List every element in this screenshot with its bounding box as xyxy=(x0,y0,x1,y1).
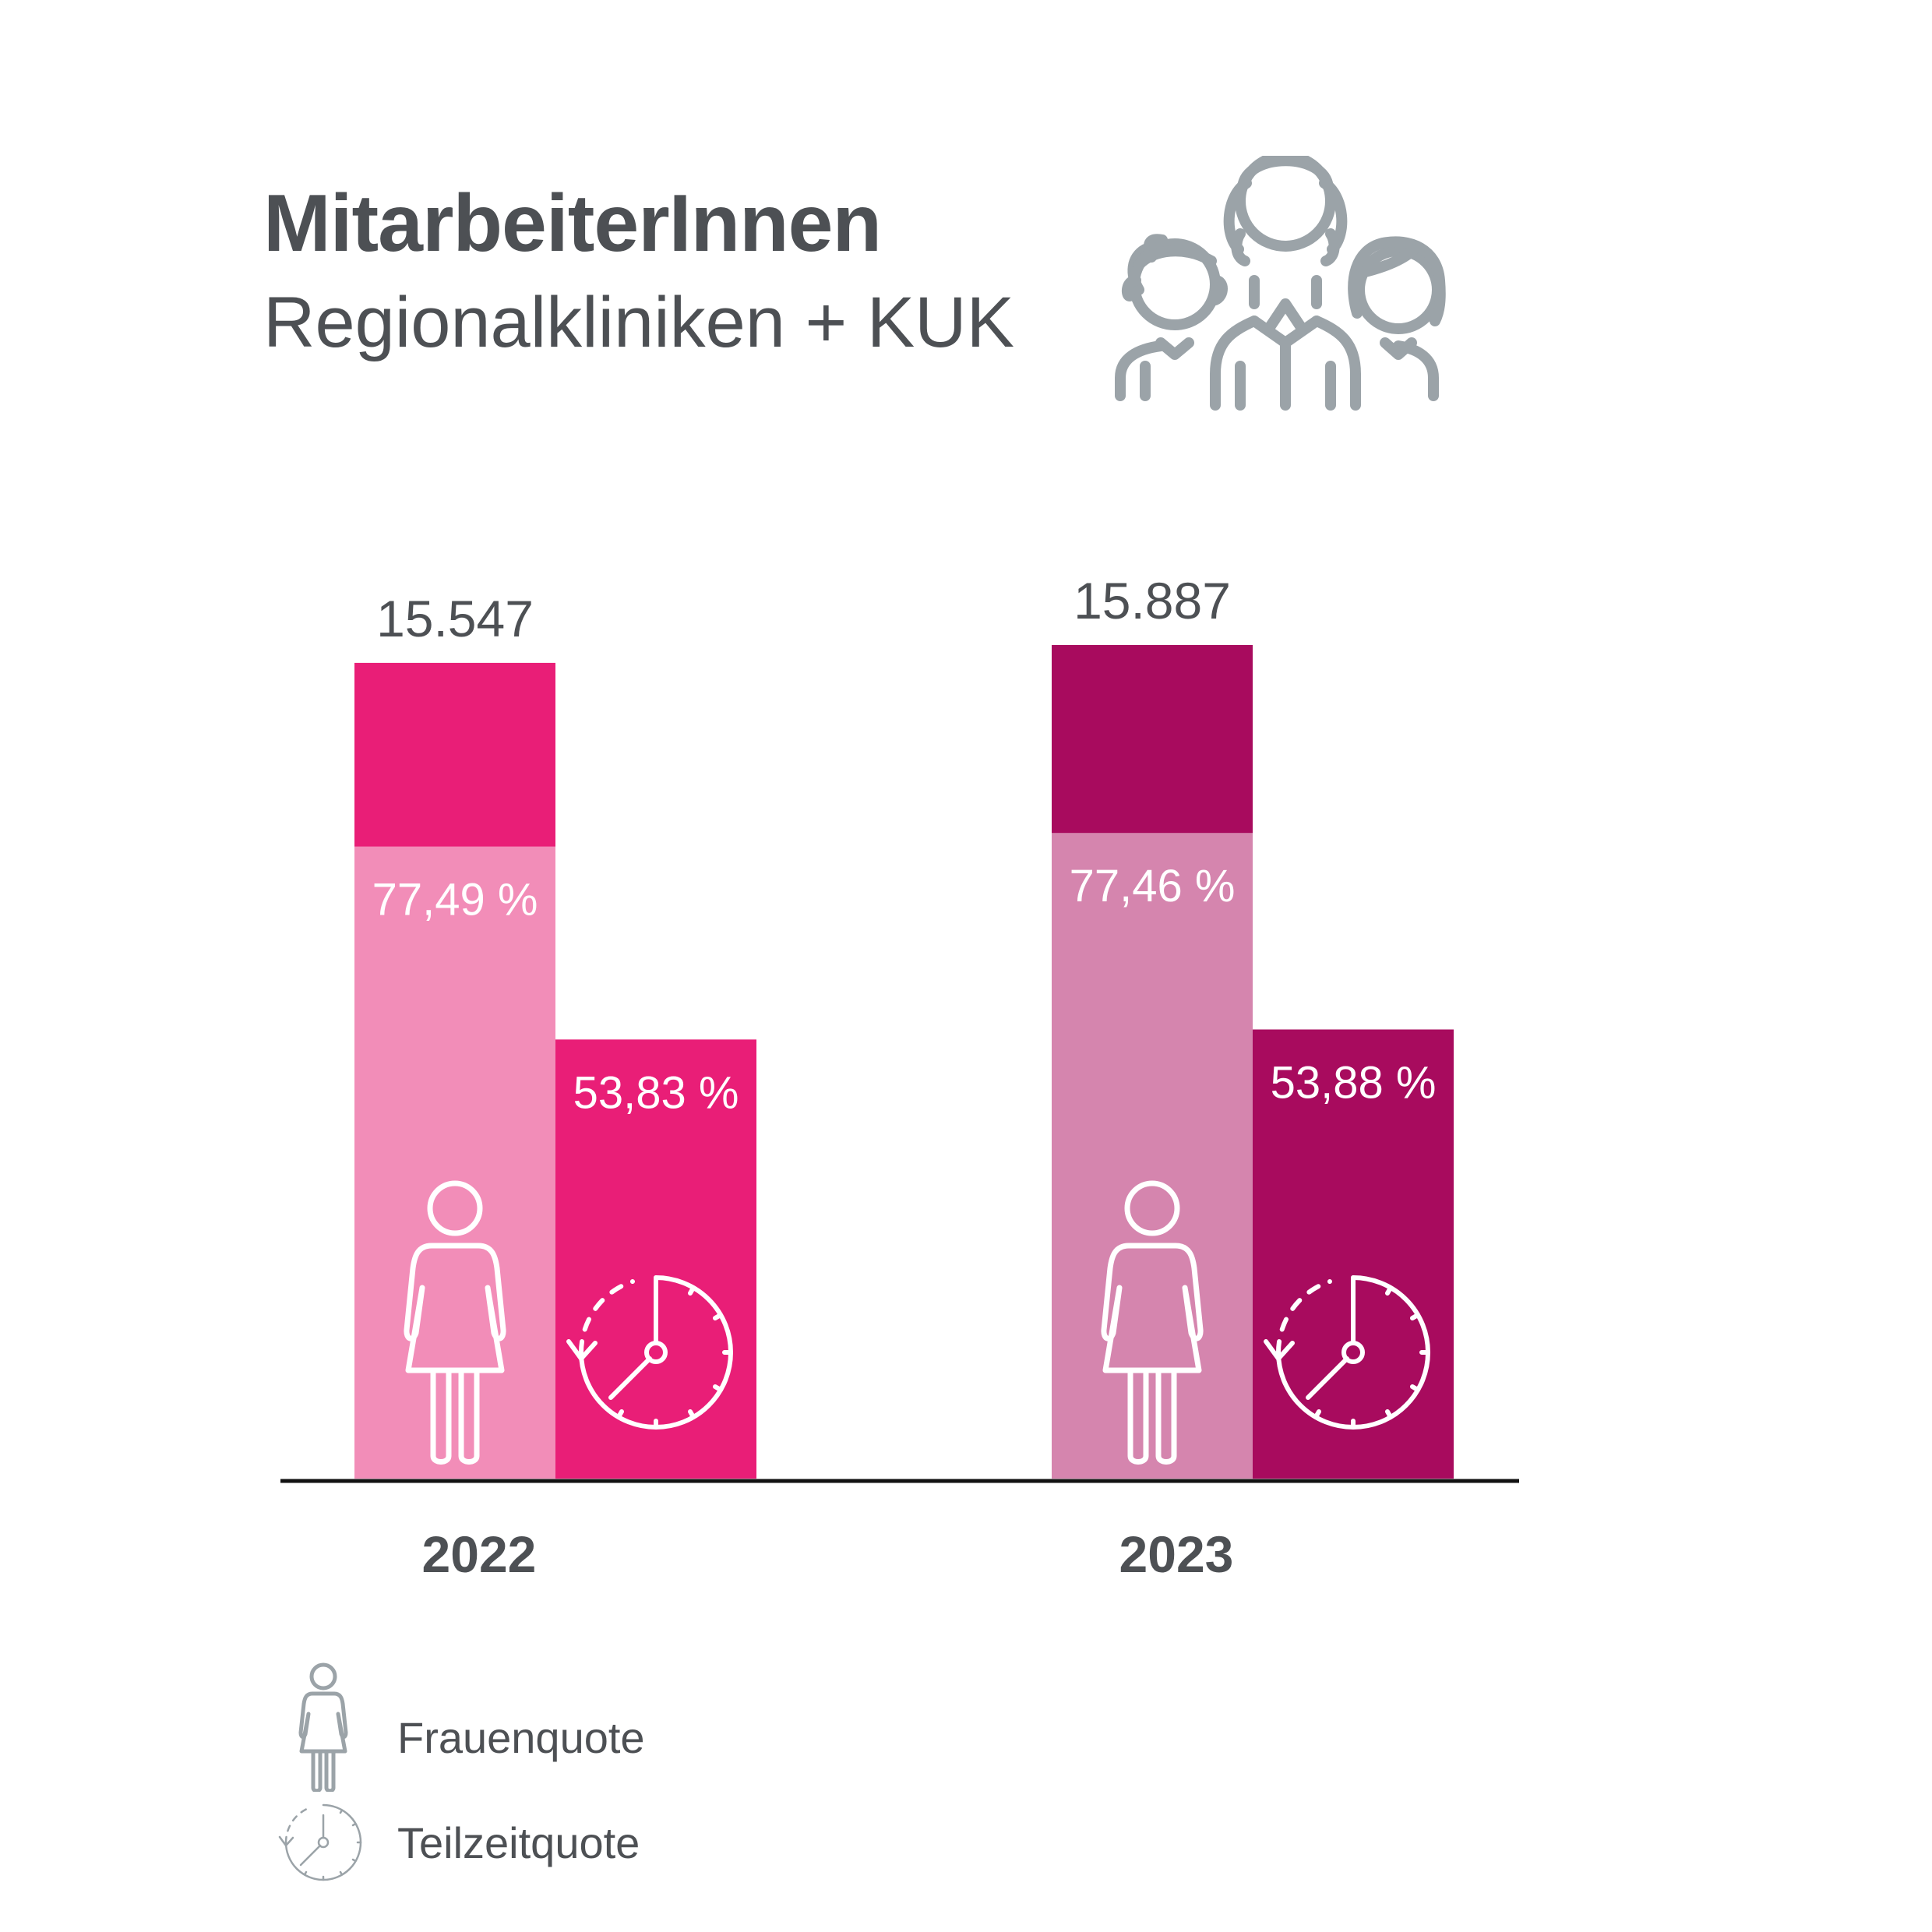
category-label-2022: 2022 xyxy=(422,1525,537,1583)
frauenquote-label-2023: 77,46 % xyxy=(1070,861,1236,911)
people-group-icon xyxy=(1115,156,1446,411)
page-subtitle: Regionalkliniken + KUK xyxy=(263,283,1014,362)
legend-label-frauenquote: Frauenquote xyxy=(397,1713,645,1762)
bar-frauenquote-2022 xyxy=(354,846,555,1479)
category-label-2023: 2023 xyxy=(1119,1525,1234,1583)
frauenquote-label-2022: 77,49 % xyxy=(372,875,538,925)
page-title: MitarbeiterInnen xyxy=(263,178,882,269)
bar-teilzeitquote-2023 xyxy=(1253,1029,1454,1479)
total-label-2023: 15.887 xyxy=(1074,572,1231,629)
total-label-2022: 15.547 xyxy=(376,590,534,647)
teilzeitquote-label-2022: 53,83 % xyxy=(573,1067,739,1118)
legend-label-teilzeitquote: Teilzeitquote xyxy=(397,1818,640,1867)
bar-frauenquote-2023 xyxy=(1052,833,1253,1479)
legend-woman-icon xyxy=(298,1662,348,1792)
legend-clock-icon xyxy=(278,1803,362,1881)
teilzeitquote-label-2023: 53,88 % xyxy=(1271,1057,1437,1108)
bar-teilzeitquote-2022 xyxy=(555,1039,756,1479)
